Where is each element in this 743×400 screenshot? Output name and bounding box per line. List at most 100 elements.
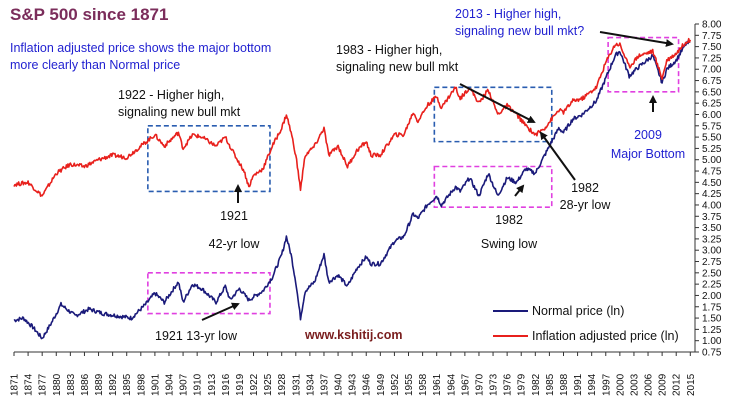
- y-tick-label: 2.00: [702, 291, 722, 302]
- x-tick-label: 1997: [601, 373, 612, 396]
- x-tick-label: 2015: [686, 373, 697, 396]
- annot-1921-13yr: 1921 13-yr low: [155, 329, 238, 343]
- series-group: [13, 37, 692, 340]
- x-tick-label: 1898: [136, 373, 147, 396]
- annot-1982-28yr-line2: 28-yr low: [560, 198, 612, 212]
- arrow-2013: [599, 31, 674, 47]
- highlight-box: [607, 36, 680, 93]
- x-tick-label: 2003: [629, 373, 640, 396]
- y-tick-label: 4.00: [702, 200, 722, 211]
- x-tick-label: 1985: [545, 373, 556, 396]
- x-tick-label: 1913: [207, 373, 218, 396]
- annot-1921-line1: 1921: [220, 209, 248, 223]
- chart-title: S&P 500 since 1871: [10, 5, 168, 24]
- x-tick-label: 1895: [122, 373, 133, 396]
- y-tick-label: 6.00: [702, 110, 722, 121]
- y-tick-label: 6.25: [702, 99, 722, 110]
- highlight-box: [433, 86, 553, 143]
- annot-2013-line1: 2013 - Higher high,: [455, 7, 561, 21]
- y-tick-label: 4.50: [702, 178, 722, 189]
- x-tick-label: 1976: [503, 373, 514, 396]
- legend-label-normal: Normal price (ln): [532, 304, 624, 318]
- y-tick-label: 7.50: [702, 42, 722, 53]
- x-tick-label: 1880: [52, 373, 63, 396]
- annot-1921-line2: 42-yr low: [209, 237, 261, 251]
- y-tick-label: 7.75: [702, 31, 722, 42]
- x-tick-label: 1922: [249, 373, 260, 396]
- y-tick-label: 6.50: [702, 87, 722, 98]
- arrow-1982-swing: [514, 184, 525, 197]
- arrow-1983: [459, 83, 536, 123]
- x-tick-label: 1994: [587, 373, 598, 396]
- annot-1982-swing-line1: 1982: [495, 213, 523, 227]
- y-tick-label: 8.00: [702, 20, 722, 31]
- x-tick-label: 1937: [319, 373, 330, 396]
- x-tick-label: 1988: [559, 373, 570, 396]
- annotation-arrows: [201, 31, 674, 321]
- annot-1982-28yr-line1: 1982: [571, 181, 599, 195]
- annot-1922-line2: signaling new bull mkt: [118, 105, 241, 119]
- y-axis-ticks: 8.007.757.507.257.006.756.506.256.005.75…: [695, 20, 722, 359]
- x-tick-label: 1892: [108, 373, 119, 396]
- x-axis-ticks: 1871 1874 1877 1880 1883 1886 1889 1892 1895 1898…: [10, 352, 697, 396]
- legend-label-inflation: Inflation adjusted price (ln): [532, 329, 679, 343]
- y-tick-label: 5.50: [702, 133, 722, 144]
- annot-2009-line2: Major Bottom: [611, 147, 685, 161]
- y-tick-label: 4.25: [702, 189, 722, 200]
- x-tick-label: 1952: [390, 373, 401, 396]
- y-tick-label: 1.50: [702, 314, 722, 325]
- y-tick-label: 1.75: [702, 302, 722, 313]
- x-tick-label: 1910: [193, 373, 204, 396]
- y-tick-label: 2.75: [702, 257, 722, 268]
- series-line-normal: [13, 40, 691, 340]
- x-tick-label: 1919: [235, 373, 246, 396]
- x-tick-label: 1901: [150, 373, 161, 396]
- website-label: www.kshitij.com: [304, 328, 402, 342]
- x-tick-label: 1907: [179, 373, 190, 396]
- y-tick-label: 1.25: [702, 325, 722, 336]
- y-tick-label: 5.25: [702, 144, 722, 155]
- x-tick-label: 1904: [164, 373, 175, 396]
- highlight-boxes: [147, 36, 680, 315]
- x-tick-label: 2006: [644, 373, 655, 396]
- x-tick-label: 1874: [24, 373, 35, 396]
- arrow-1921-13yr: [201, 302, 240, 321]
- x-tick-label: 1928: [277, 373, 288, 396]
- x-tick-label: 1889: [94, 373, 105, 396]
- highlight-box: [147, 124, 271, 193]
- x-tick-label: 1940: [334, 373, 345, 396]
- x-tick-label: 1877: [38, 373, 49, 396]
- y-tick-label: 0.75: [702, 348, 722, 359]
- highlight-box: [147, 272, 271, 315]
- annot-1983-line1: 1983 - Higher high,: [336, 43, 442, 57]
- annot-1982-swing-line2: Swing low: [481, 237, 538, 251]
- annot-2009-line1: 2009: [634, 128, 662, 142]
- x-tick-label: 1943: [348, 373, 359, 396]
- x-tick-label: 2000: [615, 373, 626, 396]
- annot-2013-line2: signaling new bull mkt?: [455, 24, 584, 38]
- x-tick-label: 1961: [432, 373, 443, 396]
- y-tick-label: 2.50: [702, 268, 722, 279]
- x-tick-label: 1883: [66, 373, 77, 396]
- subtitle-line-2: more clearly than Normal price: [10, 58, 180, 72]
- y-tick-label: 3.50: [702, 223, 722, 234]
- x-tick-label: 1973: [489, 373, 500, 396]
- y-tick-label: 3.75: [702, 212, 722, 223]
- y-tick-label: 7.25: [702, 53, 722, 64]
- highlight-box: [433, 165, 553, 209]
- y-tick-label: 3.25: [702, 234, 722, 245]
- arrow-1982-28yr: [539, 131, 576, 181]
- y-tick-label: 3.00: [702, 246, 722, 257]
- x-tick-label: 1970: [474, 373, 485, 396]
- annot-1983-line2: signaling new bull mkt: [336, 60, 459, 74]
- y-tick-label: 4.75: [702, 167, 722, 178]
- x-tick-label: 1871: [10, 373, 21, 396]
- x-tick-label: 1949: [376, 373, 387, 396]
- y-tick-label: 5.00: [702, 155, 722, 166]
- x-tick-label: 1931: [291, 373, 302, 396]
- x-tick-label: 1958: [418, 373, 429, 396]
- x-tick-label: 2009: [658, 373, 669, 396]
- x-tick-label: 1982: [531, 373, 542, 396]
- y-tick-label: 5.75: [702, 121, 722, 132]
